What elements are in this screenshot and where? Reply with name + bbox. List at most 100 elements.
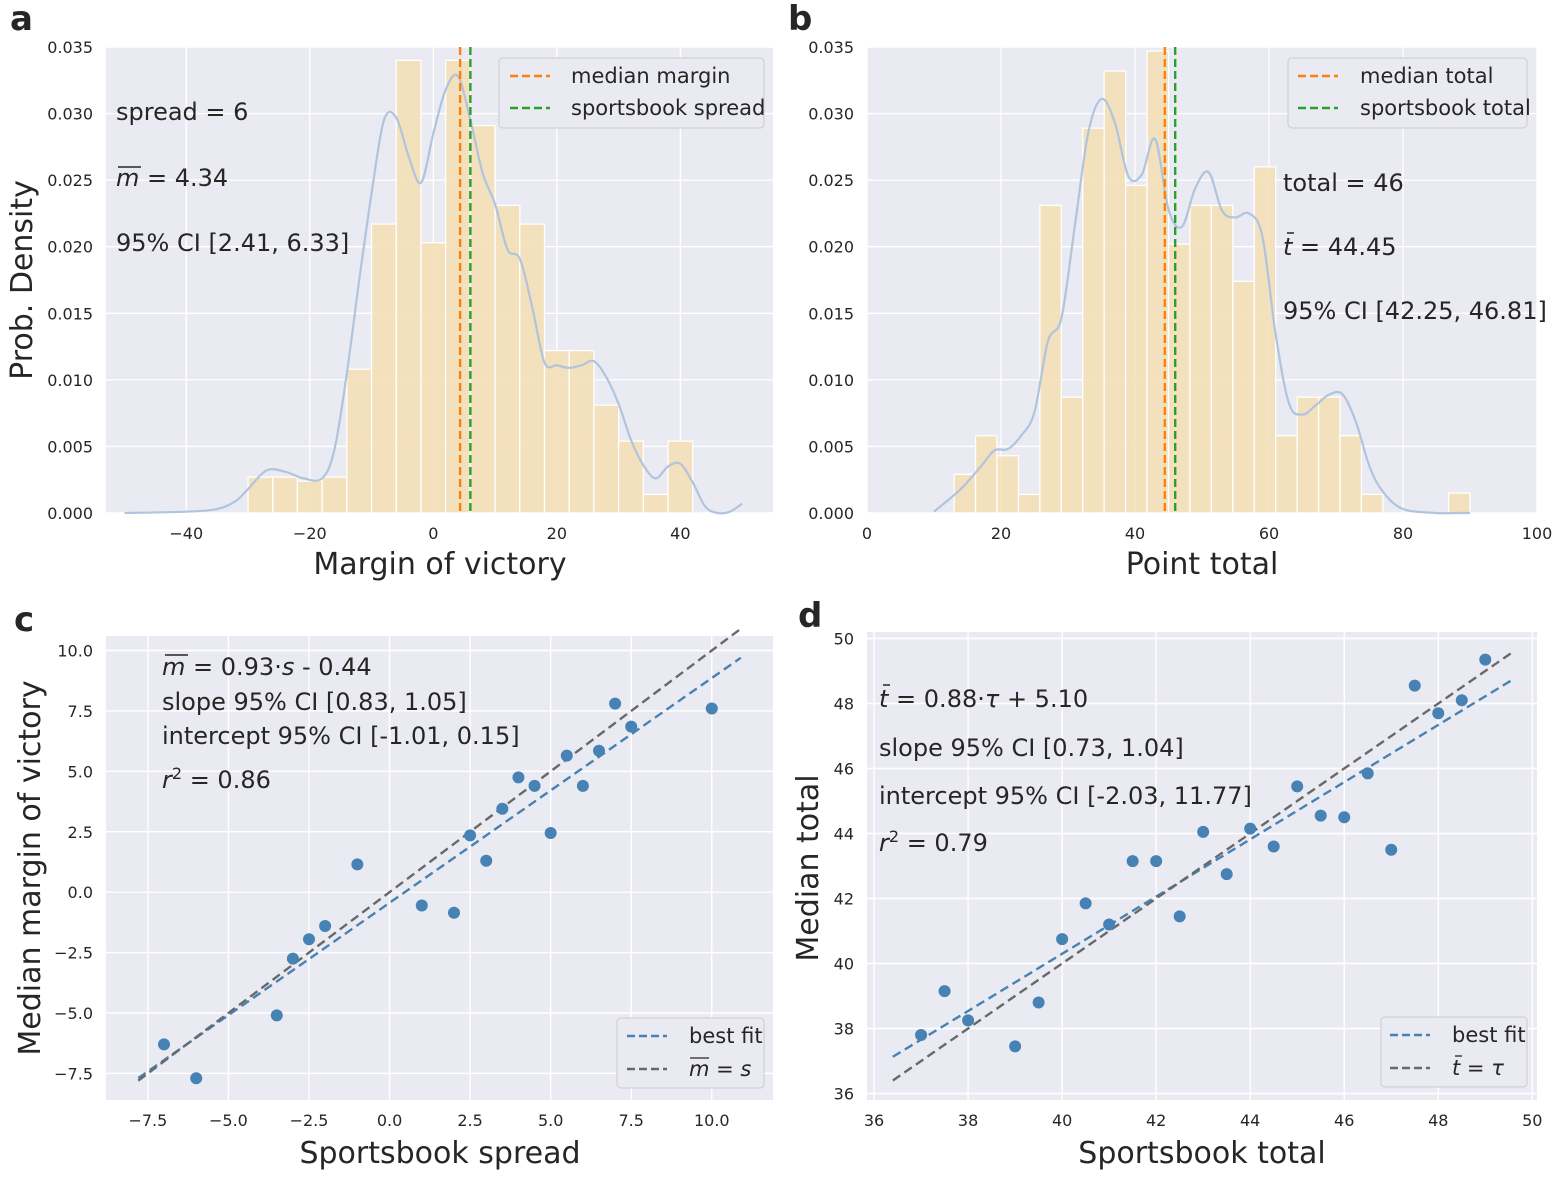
annotation-ci: 95% CI [42.25, 46.81]	[1283, 297, 1547, 325]
x-tick-labels: −40 −20 0 20 40	[169, 524, 690, 543]
x-tick-label: 40	[1125, 524, 1145, 543]
annotation-slope-ci: slope 95% CI [0.73, 1.04]	[879, 734, 1184, 762]
y-tick-label: 48	[834, 695, 854, 714]
panel-d-scatter: 36 38 40 42 44 46 48 50 36 38 40 42 44 46 48 50 Sports…	[791, 630, 1542, 1172]
best-fit-line	[892, 678, 1515, 1058]
histogram-bar	[1339, 435, 1363, 514]
histogram-bar	[420, 242, 447, 514]
x-tick-label: 38	[958, 1111, 978, 1130]
y-tick-labels: 0.000 0.005 0.010 0.015 0.020 0.025 0.030 0.035	[808, 38, 854, 523]
annotation-r2: r2 = 0.86	[162, 764, 271, 795]
y-tick-label: 0.000	[808, 504, 854, 523]
y-tick-label: 0.025	[808, 171, 854, 190]
scatter-point	[962, 1014, 975, 1027]
scatter-point	[512, 771, 525, 784]
x-axis-label: Sportsbook total	[1078, 1136, 1325, 1171]
legend-label-sportsbook: sportsbook total	[1360, 96, 1531, 120]
x-tick-label: 7.5	[618, 1111, 643, 1130]
y-tick-labels: 36 38 40 42 44 46 48 50	[834, 630, 854, 1104]
histogram-bar	[642, 493, 669, 514]
scatter-point	[303, 933, 315, 946]
histogram-bar	[247, 476, 274, 514]
y-tick-label: 0.015	[47, 304, 93, 323]
x-tick-label: 2.5	[457, 1111, 482, 1130]
legend-label-best-fit: best fit	[689, 1024, 763, 1048]
scatter-points	[915, 653, 1492, 1053]
legend-box	[1287, 57, 1528, 129]
histogram-bar	[1060, 396, 1084, 514]
scatter-point	[1173, 910, 1186, 923]
scatter-point	[625, 720, 638, 733]
scatter-point	[1009, 1040, 1022, 1053]
x-axis-label: Point total	[1126, 547, 1279, 582]
y-tick-label: 0.035	[47, 38, 93, 57]
histogram-bar	[1447, 492, 1471, 514]
histogram-bar	[1275, 435, 1298, 514]
scatter-point	[1479, 653, 1492, 666]
y-tick-label: 42	[834, 890, 854, 909]
histogram-bar	[568, 349, 595, 514]
scatter-point	[528, 779, 541, 792]
scatter-point	[415, 899, 428, 912]
x-tick-label: 36	[864, 1111, 884, 1130]
panel-letter-c: c	[14, 600, 34, 640]
scatter-point	[1244, 822, 1257, 835]
scatter-point	[609, 697, 622, 710]
y-tick-label: 0.030	[808, 105, 854, 124]
x-tick-label: 5.0	[538, 1111, 563, 1130]
annotation-intercept-ci: intercept 95% CI [-1.01, 0.15]	[162, 722, 520, 750]
annotation-ci: 95% CI [2.41, 6.33]	[116, 229, 349, 257]
y-tick-label: 0.000	[47, 504, 93, 523]
x-tick-label: 50	[1522, 1111, 1542, 1130]
scatter-point	[464, 829, 477, 842]
annotation-mean: t = 44.45	[1283, 232, 1397, 261]
scatter-points	[158, 697, 718, 1085]
scatter-point	[1079, 897, 1092, 910]
y-tick-label: −2.5	[54, 944, 93, 963]
kde-curve	[124, 73, 743, 515]
scatter-point	[190, 1072, 203, 1085]
histogram-bar	[1124, 184, 1148, 514]
y-tick-label: 0.020	[47, 238, 93, 257]
y-axis-label: Median margin of victory	[13, 680, 48, 1055]
y-tick-label: −5.0	[54, 1004, 93, 1023]
x-axis-label: Sportsbook spread	[299, 1136, 580, 1171]
legend-label-identity: m = s	[689, 1057, 751, 1081]
y-tick-labels: 0.000 0.005 0.010 0.015 0.020 0.025 0.030 0.035	[47, 38, 93, 523]
histogram-bar	[272, 476, 299, 514]
annotation-spread: spread = 6	[116, 98, 248, 126]
scatter-point	[576, 779, 589, 792]
y-tick-label: 0.035	[808, 38, 854, 57]
y-tick-label: 10.0	[57, 642, 93, 661]
legend: median total sportsbook total	[1287, 57, 1531, 129]
annotation-r2: r2 = 0.79	[879, 827, 988, 858]
x-tick-label: 100	[1522, 524, 1553, 543]
x-tick-label: −20	[293, 524, 327, 543]
y-tick-label: 50	[834, 630, 854, 649]
scatter-point	[1126, 855, 1139, 868]
histogram-bar	[296, 480, 323, 514]
x-tick-label: 0.0	[377, 1111, 402, 1130]
annotation-mean: m = 4.34	[116, 164, 228, 192]
histogram-bar	[996, 455, 1020, 514]
histogram-bar	[1317, 396, 1341, 514]
x-tick-label: 80	[1393, 524, 1413, 543]
annotation-equation: t = 0.88·τ + 5.10	[879, 684, 1088, 713]
y-tick-label: 0.030	[47, 105, 93, 124]
histogram-bar	[469, 124, 496, 514]
histogram-bar	[593, 404, 620, 514]
panel-letter-d: d	[798, 596, 822, 636]
y-axis-label: Median total	[791, 774, 826, 961]
histogram-bar	[1039, 204, 1062, 514]
x-tick-label: 60	[1259, 524, 1279, 543]
legend-box	[498, 57, 765, 129]
scatter-point	[480, 854, 493, 867]
annotation-equation-text: t = 0.88·τ + 5.10	[879, 685, 1088, 713]
x-tick-label: −40	[169, 524, 203, 543]
x-tick-labels: 0 20 40 60 80 100	[862, 524, 1552, 543]
scatter-point	[158, 1038, 170, 1051]
histogram-bar	[1360, 493, 1384, 514]
scatter-point	[1338, 811, 1351, 824]
